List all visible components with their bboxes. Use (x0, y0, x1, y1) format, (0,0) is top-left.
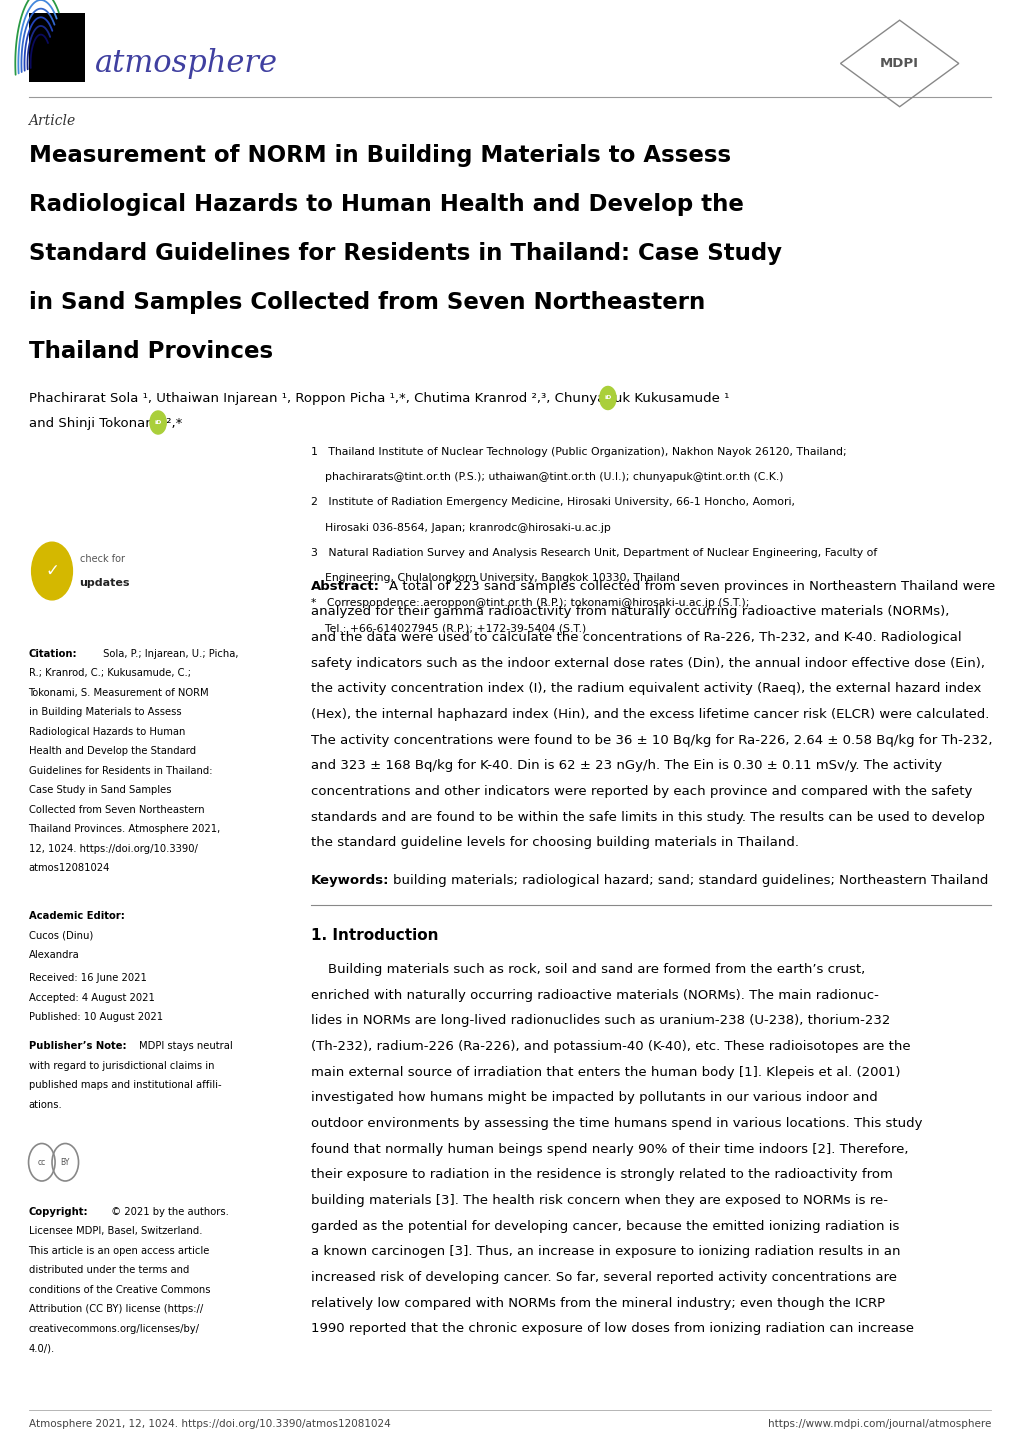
Text: Accepted: 4 August 2021: Accepted: 4 August 2021 (29, 992, 154, 1002)
Text: check for: check for (79, 555, 124, 564)
Text: 4.0/).: 4.0/). (29, 1344, 55, 1353)
Text: The activity concentrations were found to be 36 ± 10 Bq/kg for Ra-226, 2.64 ± 0.: The activity concentrations were found t… (311, 734, 991, 747)
Text: conditions of the Creative Commons: conditions of the Creative Commons (29, 1285, 210, 1295)
Text: Article: Article (29, 114, 75, 128)
Text: *   Correspondence: aeroppon@tint.or.th (R.P.); tokonami@hirosaki-u.ac.jp (S.T.): * Correspondence: aeroppon@tint.or.th (R… (311, 598, 749, 609)
Text: distributed under the terms and: distributed under the terms and (29, 1266, 189, 1275)
Text: Phachirarat Sola ¹, Uthaiwan Injarean ¹, Roppon Picha ¹,*, Chutima Kranrod ²,³, : Phachirarat Sola ¹, Uthaiwan Injarean ¹,… (29, 392, 729, 405)
Text: and the data were used to calculate the concentrations of Ra-226, Th-232, and K-: and the data were used to calculate the … (311, 632, 961, 645)
Text: increased risk of developing cancer. So far, several reported activity concentra: increased risk of developing cancer. So … (311, 1270, 897, 1283)
Text: safety indicators such as the indoor external dose rates (Din), the annual indoo: safety indicators such as the indoor ext… (311, 656, 984, 669)
Text: outdoor environments by assessing the time humans spend in various locations. Th: outdoor environments by assessing the ti… (311, 1118, 922, 1131)
Circle shape (599, 386, 615, 410)
Text: analyzed for their gamma radioactivity from naturally occurring radioactive mate: analyzed for their gamma radioactivity f… (311, 606, 949, 619)
Text: Case Study in Sand Samples: Case Study in Sand Samples (29, 784, 171, 795)
Text: Guidelines for Residents in Thailand:: Guidelines for Residents in Thailand: (29, 766, 212, 776)
Text: Academic Editor:: Academic Editor: (29, 911, 124, 921)
Text: Standard Guidelines for Residents in Thailand: Case Study: Standard Guidelines for Residents in Tha… (29, 242, 781, 265)
Text: Thailand Provinces. Atmosphere 2021,: Thailand Provinces. Atmosphere 2021, (29, 823, 220, 833)
Text: relatively low compared with NORMs from the mineral industry; even though the IC: relatively low compared with NORMs from … (311, 1296, 884, 1309)
Text: Radiological Hazards to Human Health and Develop the: Radiological Hazards to Human Health and… (29, 193, 743, 216)
Circle shape (150, 411, 166, 434)
Text: ✓: ✓ (45, 562, 59, 580)
Text: Engineering, Chulalongkorn University, Bangkok 10330, Thailand: Engineering, Chulalongkorn University, B… (311, 574, 680, 583)
Text: Attribution (CC BY) license (https://: Attribution (CC BY) license (https:// (29, 1304, 203, 1314)
Text: Building materials such as rock, soil and sand are formed from the earth’s crust: Building materials such as rock, soil an… (311, 963, 864, 976)
Text: cc: cc (38, 1158, 46, 1167)
Text: Health and Develop the Standard: Health and Develop the Standard (29, 746, 196, 756)
Text: Alexandra: Alexandra (29, 950, 79, 960)
Text: Sola, P.; Injarean, U.; Picha,: Sola, P.; Injarean, U.; Picha, (100, 649, 238, 659)
Text: in Building Materials to Assess: in Building Materials to Assess (29, 707, 181, 717)
Text: Collected from Seven Northeastern: Collected from Seven Northeastern (29, 805, 204, 815)
Text: with regard to jurisdictional claims in: with regard to jurisdictional claims in (29, 1061, 214, 1070)
Text: in Sand Samples Collected from Seven Northeastern: in Sand Samples Collected from Seven Nor… (29, 291, 704, 314)
Text: Abstract:: Abstract: (311, 580, 380, 593)
Text: Licensee MDPI, Basel, Switzerland.: Licensee MDPI, Basel, Switzerland. (29, 1226, 202, 1236)
Text: phachirarats@tint.or.th (P.S.); uthaiwan@tint.or.th (U.I.); chunyapuk@tint.or.th: phachirarats@tint.or.th (P.S.); uthaiwan… (311, 473, 783, 482)
Text: This article is an open access article: This article is an open access article (29, 1246, 210, 1256)
Text: Thailand Provinces: Thailand Provinces (29, 340, 272, 363)
Text: iD: iD (154, 420, 162, 425)
Text: A total of 223 sand samples collected from seven provinces in Northeastern Thail: A total of 223 sand samples collected fr… (388, 580, 994, 593)
Text: their exposure to radiation in the residence is strongly related to the radioact: their exposure to radiation in the resid… (311, 1168, 892, 1181)
Text: Hirosaki 036-8564, Japan; kranrodc@hirosaki-u.ac.jp: Hirosaki 036-8564, Japan; kranrodc@hiros… (311, 523, 610, 532)
Text: 12, 1024. https://doi.org/10.3390/: 12, 1024. https://doi.org/10.3390/ (29, 844, 198, 854)
Text: Keywords:: Keywords: (311, 874, 389, 887)
Text: iD: iD (603, 395, 611, 401)
Text: MDPI: MDPI (879, 56, 918, 71)
Text: Cucos (Dinu): Cucos (Dinu) (29, 932, 93, 940)
Text: BY: BY (60, 1158, 70, 1167)
Text: lides in NORMs are long-lived radionuclides such as uranium-238 (U-238), thorium: lides in NORMs are long-lived radionucli… (311, 1014, 890, 1027)
Text: the standard guideline levels for choosing building materials in Thailand.: the standard guideline levels for choosi… (311, 836, 798, 849)
Text: found that normally human beings spend nearly 90% of their time indoors [2]. The: found that normally human beings spend n… (311, 1142, 908, 1155)
Text: https://www.mdpi.com/journal/atmosphere: https://www.mdpi.com/journal/atmosphere (767, 1419, 990, 1429)
Text: Tel.: +66-614027945 (R.P.); +172-39-5404 (S.T.): Tel.: +66-614027945 (R.P.); +172-39-5404… (311, 624, 586, 633)
Text: concentrations and other indicators were reported by each province and compared : concentrations and other indicators were… (311, 784, 971, 797)
Circle shape (32, 542, 72, 600)
Text: enriched with naturally occurring radioactive materials (NORMs). The main radion: enriched with naturally occurring radioa… (311, 989, 878, 1002)
Text: (Hex), the internal haphazard index (Hin), and the excess lifetime cancer risk (: (Hex), the internal haphazard index (Hin… (311, 708, 988, 721)
FancyBboxPatch shape (29, 13, 85, 82)
Text: building materials; radiological hazard; sand; standard guidelines; Northeastern: building materials; radiological hazard;… (392, 874, 987, 887)
Text: (Th-232), radium-226 (Ra-226), and potassium-40 (K-40), etc. These radioisotopes: (Th-232), radium-226 (Ra-226), and potas… (311, 1040, 910, 1053)
Text: 2   Institute of Radiation Emergency Medicine, Hirosaki University, 66-1 Honcho,: 2 Institute of Radiation Emergency Medic… (311, 497, 795, 508)
Text: building materials [3]. The health risk concern when they are exposed to NORMs i: building materials [3]. The health risk … (311, 1194, 888, 1207)
Text: published maps and institutional affili-: published maps and institutional affili- (29, 1080, 221, 1090)
Text: Received: 16 June 2021: Received: 16 June 2021 (29, 973, 147, 983)
Text: MDPI stays neutral: MDPI stays neutral (139, 1041, 232, 1051)
Text: atmosphere: atmosphere (95, 48, 277, 79)
Text: and 323 ± 168 Bq/kg for K-40. Din is 62 ± 23 nGy/h. The Ein is 0.30 ± 0.11 mSv/y: and 323 ± 168 Bq/kg for K-40. Din is 62 … (311, 760, 942, 773)
Text: 1   Thailand Institute of Nuclear Technology (Public Organization), Nakhon Nayok: 1 Thailand Institute of Nuclear Technolo… (311, 447, 846, 457)
Text: Copyright:: Copyright: (29, 1207, 88, 1217)
Text: Radiological Hazards to Human: Radiological Hazards to Human (29, 727, 184, 737)
Text: 1. Introduction: 1. Introduction (311, 929, 438, 943)
Text: R.; Kranrod, C.; Kukusamude, C.;: R.; Kranrod, C.; Kukusamude, C.; (29, 668, 191, 678)
Text: and Shinji Tokonami ²,*: and Shinji Tokonami ²,* (29, 417, 181, 430)
Text: creativecommons.org/licenses/by/: creativecommons.org/licenses/by/ (29, 1324, 200, 1334)
Text: Citation:: Citation: (29, 649, 77, 659)
Text: Publisher’s Note:: Publisher’s Note: (29, 1041, 126, 1051)
Text: 3   Natural Radiation Survey and Analysis Research Unit, Department of Nuclear E: 3 Natural Radiation Survey and Analysis … (311, 548, 876, 558)
Text: Measurement of NORM in Building Materials to Assess: Measurement of NORM in Building Material… (29, 144, 730, 167)
Text: © 2021 by the authors.: © 2021 by the authors. (108, 1207, 229, 1217)
Text: updates: updates (79, 578, 130, 587)
Text: a known carcinogen [3]. Thus, an increase in exposure to ionizing radiation resu: a known carcinogen [3]. Thus, an increas… (311, 1246, 900, 1259)
Text: atmos12081024: atmos12081024 (29, 862, 110, 872)
Text: ations.: ations. (29, 1099, 62, 1109)
Text: standards and are found to be within the safe limits in this study. The results : standards and are found to be within the… (311, 810, 984, 823)
Text: the activity concentration index (I), the radium equivalent activity (Raeq), the: the activity concentration index (I), th… (311, 682, 980, 695)
Text: 1990 reported that the chronic exposure of low doses from ionizing radiation can: 1990 reported that the chronic exposure … (311, 1322, 913, 1335)
Text: Published: 10 August 2021: Published: 10 August 2021 (29, 1012, 162, 1022)
Text: main external source of irradiation that enters the human body [1]. Klepeis et a: main external source of irradiation that… (311, 1066, 900, 1079)
Text: Atmosphere 2021, 12, 1024. https://doi.org/10.3390/atmos12081024: Atmosphere 2021, 12, 1024. https://doi.o… (29, 1419, 390, 1429)
Text: Tokonami, S. Measurement of NORM: Tokonami, S. Measurement of NORM (29, 688, 209, 698)
Text: investigated how humans might be impacted by pollutants in our various indoor an: investigated how humans might be impacte… (311, 1092, 877, 1105)
Text: garded as the potential for developing cancer, because the emitted ionizing radi: garded as the potential for developing c… (311, 1220, 899, 1233)
